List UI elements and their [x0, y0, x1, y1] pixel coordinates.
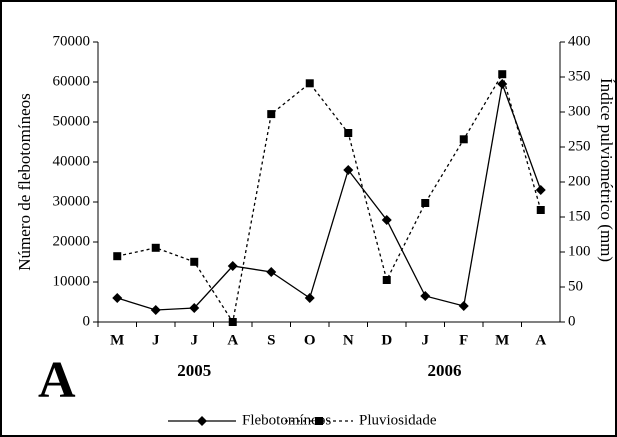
y2-tick-label: 200	[568, 173, 591, 189]
square-marker	[459, 135, 468, 144]
y2-tick-label: 100	[568, 243, 591, 259]
square-marker	[536, 206, 545, 214]
x-tick-label: A	[227, 332, 238, 348]
square-marker	[113, 252, 122, 261]
year-label: 2006	[428, 361, 462, 380]
square-marker	[382, 276, 391, 284]
diamond-marker	[304, 293, 315, 303]
y-tick-label: 60000	[53, 73, 91, 89]
y-tick-label: 0	[83, 313, 91, 329]
y2-tick-label: 250	[568, 138, 591, 154]
x-tick-label: D	[381, 332, 392, 348]
square-marker	[151, 243, 160, 252]
square-marker	[498, 70, 507, 79]
legend-marker	[197, 416, 207, 426]
legend-marker	[315, 417, 323, 425]
x-tick-label: S	[267, 332, 275, 348]
diamond-marker	[266, 267, 277, 277]
year-label: 2005	[177, 361, 211, 380]
y2-tick-label: 150	[568, 208, 591, 224]
diamond-marker	[189, 303, 200, 313]
diamond-marker	[535, 185, 546, 195]
x-tick-label: M	[495, 332, 509, 348]
series-line	[117, 81, 542, 311]
diamond-marker	[150, 305, 161, 315]
x-tick-label: A	[535, 332, 546, 348]
y-axis-label: Número de flebotomíneos	[15, 93, 34, 271]
y2-tick-label: 400	[568, 33, 591, 49]
y2-tick-label: 50	[568, 278, 583, 294]
square-marker	[228, 318, 237, 326]
y-tick-label: 70000	[53, 33, 91, 49]
x-tick-label: J	[152, 332, 160, 348]
square-marker	[305, 79, 314, 88]
diamond-marker	[343, 165, 354, 175]
y-tick-label: 10000	[53, 273, 91, 289]
x-tick-label: N	[343, 332, 354, 348]
series-line	[117, 72, 542, 324]
legend-label: Pluviosidade	[359, 412, 437, 428]
x-tick-label: J	[191, 332, 199, 348]
x-tick-label: F	[459, 332, 468, 348]
y2-axis-label: Índice pulviométrico (mm)	[597, 78, 616, 262]
x-tick-label: O	[304, 332, 316, 348]
diamond-marker	[112, 293, 123, 303]
y2-tick-label: 300	[568, 103, 591, 119]
square-marker	[190, 257, 199, 266]
y-tick-label: 40000	[53, 153, 91, 169]
diamond-marker	[227, 261, 238, 271]
square-marker	[421, 199, 430, 207]
diamond-marker	[420, 291, 431, 301]
y-tick-label: 50000	[53, 113, 91, 129]
diamond-marker	[458, 301, 469, 311]
panel-label: A	[38, 352, 76, 409]
y2-tick-label: 0	[568, 313, 576, 329]
y-tick-label: 30000	[53, 193, 91, 209]
x-tick-label: M	[110, 332, 124, 348]
square-marker	[344, 129, 353, 137]
square-marker	[267, 110, 276, 119]
y2-tick-label: 350	[568, 68, 591, 84]
x-tick-label: J	[422, 332, 430, 348]
diamond-marker	[381, 215, 392, 225]
y-tick-label: 20000	[53, 233, 91, 249]
